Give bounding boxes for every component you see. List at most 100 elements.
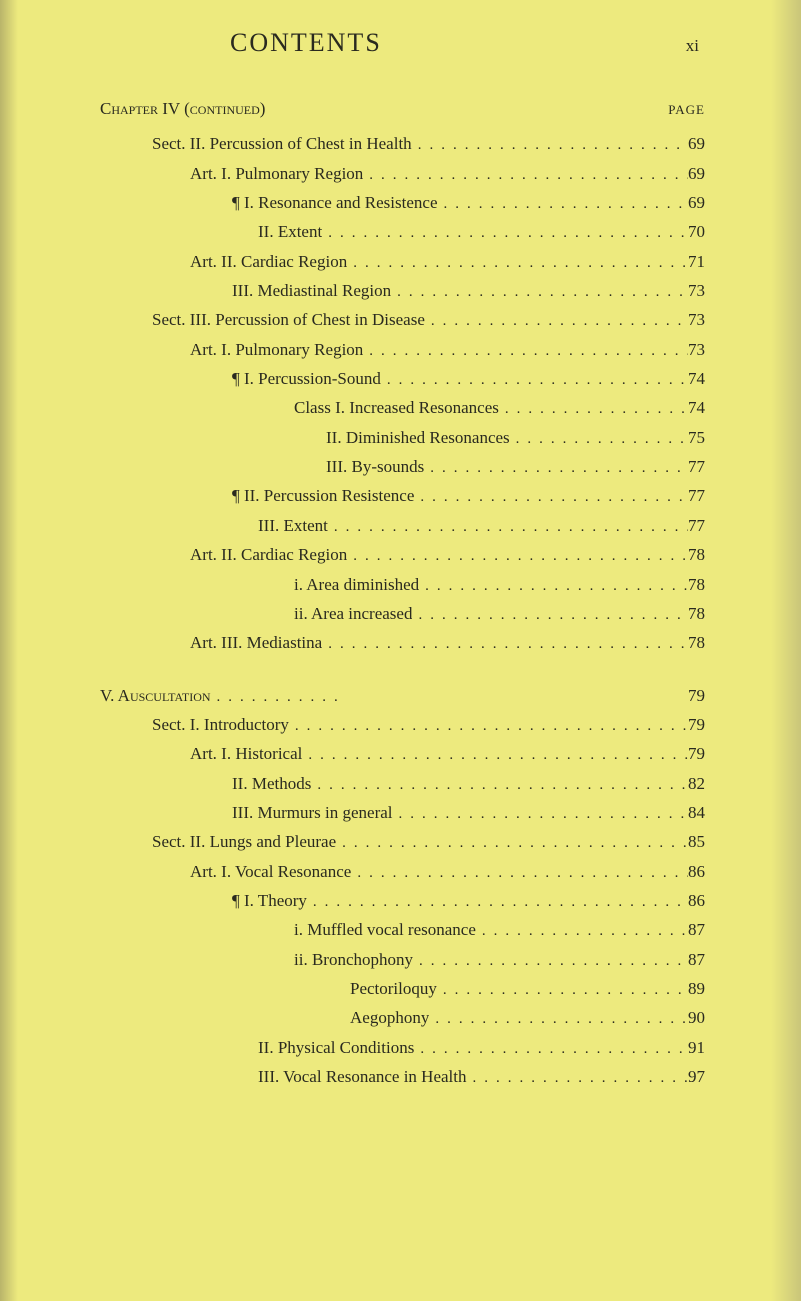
leader-dots: ..................................... <box>322 633 688 656</box>
toc-page-number: 78 <box>688 601 729 627</box>
header-page-number: xi <box>686 36 699 56</box>
toc-page-number: 90 <box>688 1005 729 1031</box>
toc-entry-text: ¶ I. Percussion-Sound <box>100 366 381 392</box>
leader-dots: ..................................... <box>307 891 688 914</box>
leader-dots: ..................................... <box>438 193 689 216</box>
leader-dots: ..................................... <box>322 222 688 245</box>
toc-row: II. Methods.............................… <box>100 771 729 797</box>
toc-page-number: 91 <box>688 1035 729 1061</box>
toc-row: III. By-sounds..........................… <box>100 454 729 480</box>
toc-entry-text: Class I. Increased Resonances <box>100 395 499 421</box>
toc-page-number: 73 <box>688 307 729 333</box>
contents-title: CONTENTS <box>230 28 382 58</box>
leader-dots: ........... <box>211 686 688 709</box>
toc-row: i. Area diminished......................… <box>100 572 729 598</box>
toc-row: ii. Area increased......................… <box>100 601 729 627</box>
toc-row: II. Diminished Resonances...............… <box>100 425 729 451</box>
toc-page-number: 70 <box>688 219 729 245</box>
toc-page-number: 87 <box>688 947 729 973</box>
toc-entry-text: i. Area diminished <box>100 572 419 598</box>
toc-page-number: 69 <box>688 161 729 187</box>
leader-dots: ..................................... <box>393 803 688 826</box>
toc-row: Sect. III. Percussion of Chest in Diseas… <box>100 307 729 333</box>
toc-row: ¶ I. Resonance and Resistence...........… <box>100 190 729 216</box>
toc-page-number: 82 <box>688 771 729 797</box>
leader-dots: ..................................... <box>289 715 688 738</box>
toc-entry-text: Art. II. Cardiac Region <box>100 249 347 275</box>
toc-page-number: 71 <box>688 249 729 275</box>
toc-entry-text: Art. III. Mediastina <box>100 630 322 656</box>
page-header: CONTENTS xi <box>100 28 729 58</box>
toc-page-number: 78 <box>688 572 729 598</box>
leader-dots: ..................................... <box>311 774 688 797</box>
toc-page-number: 79 <box>688 712 729 738</box>
toc-row: III. Mediastinal Region.................… <box>100 278 729 304</box>
section-5-row: V. Auscultation ........... 79 <box>100 683 729 709</box>
toc-page-number: 97 <box>688 1064 729 1090</box>
toc-row: Art. I. Vocal Resonance.................… <box>100 859 729 885</box>
page-content: CONTENTS xi Chapter IV (continued) PAGE … <box>0 0 801 1133</box>
toc-entry-text: Art. I. Historical <box>100 741 302 767</box>
toc-page-number: 69 <box>688 190 729 216</box>
page-column-label: PAGE <box>668 100 729 120</box>
toc-page-number: 73 <box>688 337 729 363</box>
toc-row: Art. I. Pulmonary Region................… <box>100 161 729 187</box>
toc-row: i. Muffled vocal resonance..............… <box>100 917 729 943</box>
toc-entry-text: Pectoriloquy <box>100 976 437 1002</box>
toc-page-number: 77 <box>688 513 729 539</box>
toc-page-number: 73 <box>688 278 729 304</box>
leader-dots: ..................................... <box>412 134 688 157</box>
toc-page-number: 84 <box>688 800 729 826</box>
toc-page-number: 78 <box>688 542 729 568</box>
toc-row: Art. II. Cardiac Region.................… <box>100 542 729 568</box>
toc-row: ¶ I. Theory.............................… <box>100 888 729 914</box>
toc-row: III. Extent.............................… <box>100 513 729 539</box>
toc-page-number: 86 <box>688 888 729 914</box>
chapter-row: Chapter IV (continued) PAGE <box>100 96 729 128</box>
toc-row: Pectoriloquy............................… <box>100 976 729 1002</box>
leader-dots: ..................................... <box>429 1008 688 1031</box>
toc-row: Sect. II. Lungs and Pleurae.............… <box>100 829 729 855</box>
toc-entry-text: II. Extent <box>100 219 322 245</box>
toc-entry-text: Aegophony <box>100 1005 429 1031</box>
toc-entry-text: Art. I. Vocal Resonance <box>100 859 351 885</box>
toc-entry-text: ¶ II. Percussion Resistence <box>100 483 414 509</box>
leader-dots: ..................................... <box>414 1038 688 1061</box>
section-5-heading: V. Auscultation <box>100 683 211 709</box>
leader-dots: ..................................... <box>347 545 688 568</box>
toc-row: III. Vocal Resonance in Health..........… <box>100 1064 729 1090</box>
toc-page-number: 79 <box>688 683 729 709</box>
toc-row: ¶ II. Percussion Resistence.............… <box>100 483 729 509</box>
toc-entry-text: II. Physical Conditions <box>100 1035 414 1061</box>
toc-page-number: 87 <box>688 917 729 943</box>
toc-entry-text: Sect. II. Lungs and Pleurae <box>100 829 336 855</box>
toc-page-number: 78 <box>688 630 729 656</box>
toc-row: III. Murmurs in general.................… <box>100 800 729 826</box>
leader-dots: ..................................... <box>351 862 688 885</box>
toc-page-number: 75 <box>688 425 729 451</box>
page-edge-left <box>0 0 18 1301</box>
toc-row: Sect. II. Percussion of Chest in Health.… <box>100 131 729 157</box>
chapter-heading: Chapter IV (continued) <box>100 96 265 122</box>
leader-dots: ..................................... <box>499 398 688 421</box>
leader-dots: ..................................... <box>476 920 688 943</box>
toc-entry-text: III. Extent <box>100 513 328 539</box>
table-of-contents: Chapter IV (continued) PAGE Sect. II. Pe… <box>100 96 729 1090</box>
toc-entry-text: Sect. I. Introductory <box>100 712 289 738</box>
toc-row: II. Extent..............................… <box>100 219 729 245</box>
toc-page-number: 77 <box>688 483 729 509</box>
toc-entry-text: III. Vocal Resonance in Health <box>100 1064 467 1090</box>
leader-dots: ..................................... <box>412 604 688 627</box>
leader-dots: ..................................... <box>424 457 688 480</box>
leader-dots: ..................................... <box>328 516 688 539</box>
toc-page-number: 69 <box>688 131 729 157</box>
entries-block-2: Sect. I. Introductory...................… <box>100 712 729 1090</box>
toc-row: Art. I. Historical......................… <box>100 741 729 767</box>
leader-dots: ..................................... <box>414 486 688 509</box>
leader-dots: ..................................... <box>336 832 688 855</box>
leader-dots: ..................................... <box>302 744 688 767</box>
leader-dots: ..................................... <box>510 428 688 451</box>
toc-entry-text: i. Muffled vocal resonance <box>100 917 476 943</box>
toc-row: ¶ I. Percussion-Sound...................… <box>100 366 729 392</box>
leader-dots: ..................................... <box>363 164 688 187</box>
